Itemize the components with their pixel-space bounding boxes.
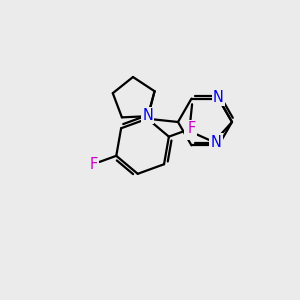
Text: F: F [90,157,98,172]
Text: N: N [213,90,224,105]
Text: N: N [185,124,196,139]
Text: N: N [211,135,221,150]
Text: N: N [142,108,153,123]
Text: F: F [187,121,196,136]
